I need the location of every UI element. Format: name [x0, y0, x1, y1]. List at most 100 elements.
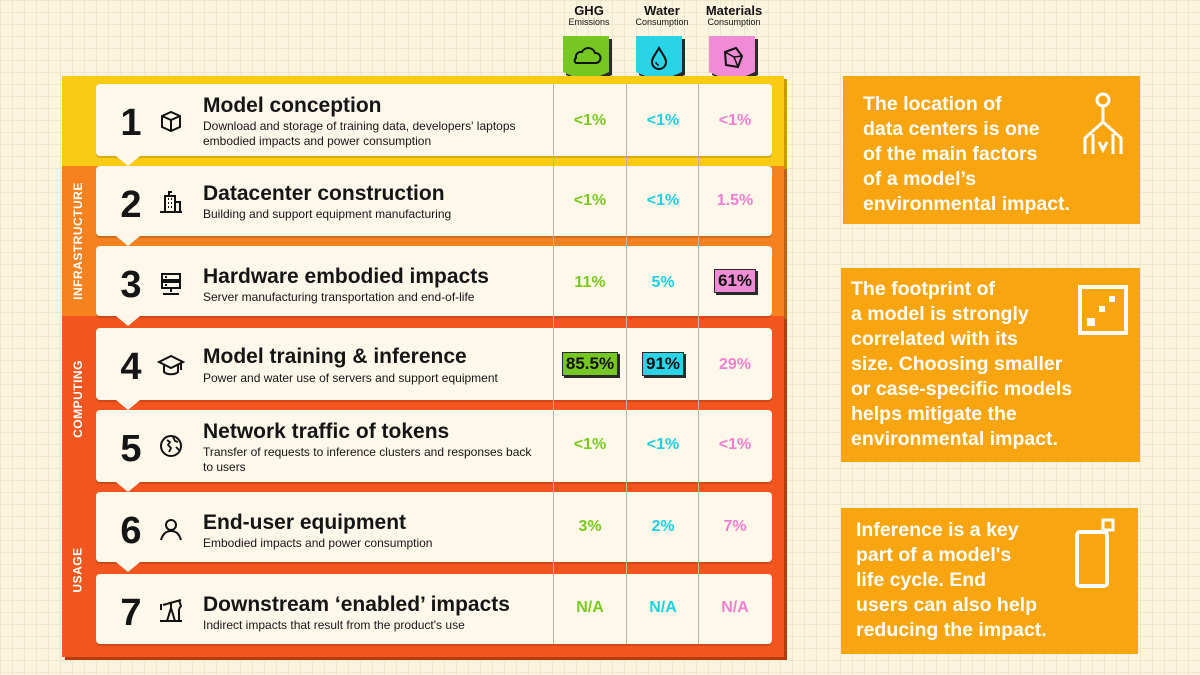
column-title: GHG	[574, 3, 604, 18]
water-drop-icon	[636, 36, 685, 85]
row-number: 3	[120, 264, 142, 306]
lifecycle-row-2	[96, 166, 772, 236]
value-materials: 7%	[723, 518, 747, 535]
value-ghg: N/A	[576, 599, 604, 616]
row-pointer	[116, 562, 140, 572]
row-number: 1	[120, 102, 142, 144]
callout-line: correlated with its	[851, 328, 1018, 350]
highlight-badge: 85.5%	[561, 352, 619, 376]
lifecycle-row-1	[96, 84, 772, 156]
column-title: Materials	[705, 3, 763, 18]
lifecycle-row-7	[96, 574, 772, 644]
section-label-infrastructure: INFRASTRUCTURE	[63, 166, 93, 316]
callout-line: part of a model's	[856, 544, 1012, 566]
value-materials-highlighted: 61%	[699, 269, 771, 293]
server-icon	[157, 270, 185, 298]
callout-line: environmental impact.	[851, 428, 1058, 450]
column-title: Water	[644, 3, 680, 18]
section-label-usage: USAGE	[63, 482, 93, 657]
row-description: Indirect impacts that result from the pr…	[203, 618, 465, 632]
row-number: 2	[120, 184, 142, 226]
globe-icon	[157, 432, 185, 460]
lifecycle-row-6	[96, 492, 772, 562]
value-materials: N/A	[721, 599, 749, 616]
row-description: Download and storage of training data, d…	[203, 119, 516, 148]
lifecycle-row-5	[96, 410, 772, 482]
callout-line: The footprint of	[851, 278, 996, 300]
callout-line: life cycle. End	[856, 569, 987, 591]
size-box-icon	[1078, 285, 1128, 335]
row-title: Datacenter construction	[203, 182, 445, 205]
column-divider	[626, 84, 627, 644]
row-number: 4	[120, 346, 142, 388]
callout-line: Inference is a key	[856, 519, 1019, 541]
cube-icon	[157, 107, 185, 135]
datacenter-location-icon	[1083, 92, 1123, 154]
column-divider	[553, 84, 554, 644]
column-divider	[698, 84, 699, 644]
value-ghg-highlighted: 85.5%	[554, 352, 626, 376]
cloud-icon	[563, 36, 612, 85]
value-ghg: 11%	[574, 274, 606, 291]
value-ghg: <1%	[573, 436, 607, 453]
oil-pump-icon	[157, 596, 185, 624]
callout-line: of the main factors	[863, 143, 1038, 165]
value-water: 5%	[651, 274, 675, 291]
callout-line: of a model’s	[863, 168, 977, 190]
value-materials: <1%	[718, 112, 752, 129]
section-label-text: INFRASTRUCTURE	[71, 182, 86, 300]
section-label-text: USAGE	[71, 546, 85, 593]
user-icon	[157, 515, 185, 543]
value-water: N/A	[649, 599, 677, 616]
row-title: Network traffic of tokens	[203, 420, 450, 443]
callout-model-size: The footprint of a model is strongly cor…	[841, 268, 1140, 462]
column-subtitle: Emissions	[568, 17, 610, 27]
callout-text: Inference is a key part of a model's lif…	[856, 518, 1047, 643]
column-header-ghg: GHG Emissions	[554, 4, 624, 27]
callout-line: data centers is one	[863, 118, 1040, 140]
callout-line: The location of	[863, 93, 1002, 115]
row-description: Building and support equipment manufactu…	[203, 207, 452, 221]
column-subtitle: Consumption	[635, 17, 689, 27]
row-title: Downstream ‘enabled’ impacts	[203, 593, 510, 616]
callout-line: users can also help	[856, 594, 1037, 616]
value-materials: 1.5%	[716, 192, 754, 209]
value-water: <1%	[646, 192, 680, 209]
column-header-materials: Materials Consumption	[699, 4, 769, 27]
column-header-water: Water Consumption	[627, 4, 697, 27]
highlight-badge: 61%	[713, 269, 757, 293]
row-description: Power and water use of servers and suppo…	[203, 371, 498, 385]
value-materials: 29%	[718, 356, 752, 373]
section-label-computing: COMPUTING	[63, 316, 93, 482]
row-number: 5	[120, 428, 142, 470]
section-label-text: COMPUTING	[71, 360, 85, 438]
value-water: 2%	[651, 518, 675, 535]
row-pointer	[116, 316, 140, 326]
row-title: Model training & inference	[203, 345, 467, 368]
callout-line: size. Choosing smaller	[851, 353, 1063, 375]
callout-text: The footprint of a model is strongly cor…	[851, 277, 1072, 452]
row-pointer	[116, 482, 140, 492]
lifecycle-row-3	[96, 246, 772, 316]
row-description: Server manufacturing transportation and …	[203, 290, 475, 304]
callout-line: environmental impact.	[863, 193, 1070, 215]
column-subtitle: Consumption	[707, 17, 761, 27]
value-ghg: <1%	[573, 112, 607, 129]
row-title: Model conception	[203, 94, 382, 117]
value-ghg: 3%	[578, 518, 602, 535]
callout-line: reducing the impact.	[856, 619, 1047, 641]
smartphone-icon	[1075, 518, 1115, 588]
building-icon	[157, 188, 185, 216]
row-description: Embodied impacts and power consumption	[203, 536, 433, 550]
value-water: <1%	[646, 112, 680, 129]
row-title: Hardware embodied impacts	[203, 265, 489, 288]
callout-inference: Inference is a key part of a model's lif…	[841, 508, 1138, 654]
row-description: Transfer of requests to inference cluste…	[203, 445, 532, 474]
value-ghg: <1%	[573, 192, 607, 209]
value-water-highlighted: 91%	[627, 352, 699, 376]
callout-line: a model is strongly	[851, 303, 1029, 325]
callout-text: The location of data centers is one of t…	[863, 92, 1070, 217]
callout-line: or case-specific models	[851, 378, 1073, 400]
graduation-cap-icon	[156, 351, 186, 379]
row-number: 7	[120, 592, 142, 634]
